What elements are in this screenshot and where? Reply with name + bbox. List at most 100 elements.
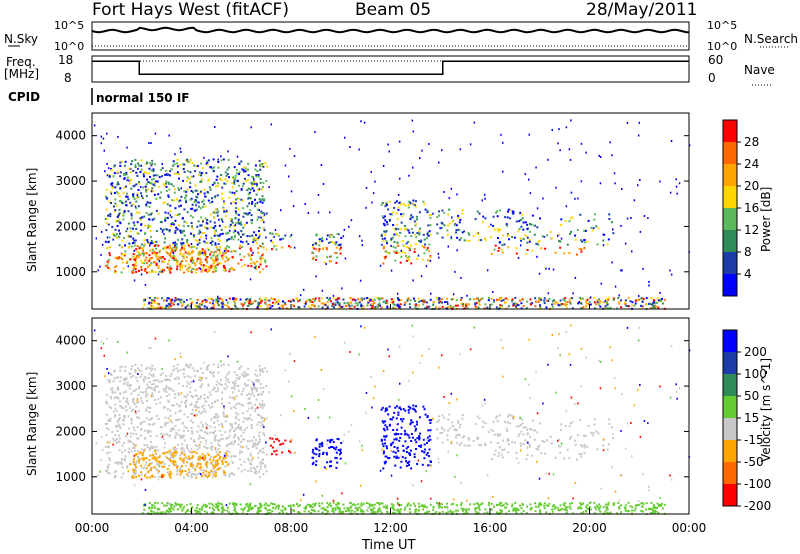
velocity-cell: [116, 430, 119, 432]
velocity-cell: [217, 371, 220, 374]
velocity-cell: [507, 451, 510, 454]
power-cell: [264, 162, 267, 165]
power-cell: [275, 244, 278, 247]
power-cell: [392, 211, 395, 214]
power-cell: [617, 297, 620, 299]
velocity-cell: [381, 442, 384, 445]
velocity-cell: [121, 406, 123, 409]
power-cell: [637, 134, 640, 137]
power-cell: [182, 179, 185, 182]
power-cell: [402, 212, 405, 215]
power-cell: [408, 303, 411, 306]
velocity-cell: [159, 401, 162, 404]
power-cell: [127, 265, 129, 268]
velocity-cell: [206, 476, 209, 479]
power-cell: [145, 172, 148, 175]
power-cell: [213, 227, 215, 230]
power-cell: [247, 162, 250, 165]
power-cell: [206, 227, 209, 230]
velocity-cell: [177, 429, 180, 432]
velocity-cell: [265, 417, 268, 420]
power-cell: [168, 188, 171, 191]
power-cell: [144, 270, 146, 272]
power-cell: [228, 270, 231, 273]
power-cell: [313, 247, 316, 250]
velocity-cell: [408, 508, 411, 511]
power-cell: [108, 240, 110, 243]
power-cell: [215, 298, 218, 301]
power-cell: [205, 265, 208, 268]
velocity-cell: [645, 502, 648, 505]
power-cell: [138, 164, 141, 167]
velocity-cell: [385, 455, 388, 458]
velocity-cell: [522, 433, 525, 436]
power-cell: [580, 239, 583, 242]
power-cell: [111, 226, 114, 228]
velocity-cell: [412, 407, 415, 410]
velocity-cell: [390, 442, 393, 445]
velocity-cell: [134, 468, 137, 471]
velocity-cell: [262, 458, 265, 461]
velocity-cell: [516, 507, 519, 510]
power-cell: [200, 224, 203, 227]
power-cell: [121, 160, 123, 163]
power-cell: [227, 250, 230, 253]
power-cell: [515, 252, 518, 255]
power-cell: [207, 248, 210, 251]
power-cell: [214, 266, 217, 269]
power-cell: [216, 214, 219, 217]
power-cell: [150, 164, 153, 167]
velocity-cell: [203, 393, 206, 396]
power-cell: [190, 258, 193, 261]
velocity-cell: [251, 387, 254, 390]
power-cell: [222, 206, 225, 209]
velocity-cell: [516, 509, 519, 512]
velocity-cell: [272, 446, 274, 449]
power-cell: [259, 305, 262, 307]
power-cell: [422, 303, 425, 306]
velocity-cell: [241, 373, 244, 376]
velocity-cell: [196, 465, 199, 468]
velocity-cell: [328, 446, 331, 449]
velocity-cell: [515, 452, 518, 454]
power-cell: [238, 247, 241, 250]
power-cell: [191, 268, 193, 271]
power-cell: [142, 252, 145, 255]
power-cell: [261, 242, 264, 245]
power-cell: [620, 299, 623, 302]
power-cell: [259, 165, 262, 168]
power-cell: [462, 303, 465, 306]
power-cell: [332, 306, 335, 309]
power-cell: [166, 305, 169, 308]
power-cell: [229, 218, 232, 221]
velocity-cell: [206, 447, 209, 450]
power-cell: [419, 157, 421, 159]
velocity-cell: [208, 391, 211, 394]
velocity-cell: [275, 438, 278, 441]
power-cell: [410, 228, 413, 230]
power-cell: [186, 239, 189, 241]
velocity-cell: [307, 510, 310, 513]
velocity-cell: [186, 447, 189, 450]
power-cell: [557, 304, 560, 307]
velocity-cell: [214, 471, 217, 474]
velocity-cell: [121, 451, 124, 454]
velocity-cell: [402, 417, 405, 420]
power-cell: [312, 251, 315, 254]
power-cell: [342, 235, 345, 238]
power-cell: [226, 245, 229, 247]
velocity-cell: [123, 459, 126, 462]
velocity-cell: [223, 473, 226, 476]
velocity-cell: [204, 459, 207, 462]
power-cell: [178, 177, 180, 180]
power-cell: [192, 267, 195, 270]
power-cell: [133, 184, 136, 187]
power-cell: [209, 226, 212, 229]
power-cell: [133, 279, 136, 282]
velocity-cell: [151, 454, 154, 457]
power-cell: [385, 299, 388, 302]
power-cell: [205, 306, 208, 309]
velocity-cell: [331, 438, 334, 441]
velocity-cell: [284, 439, 287, 442]
velocity-cell: [312, 448, 314, 451]
